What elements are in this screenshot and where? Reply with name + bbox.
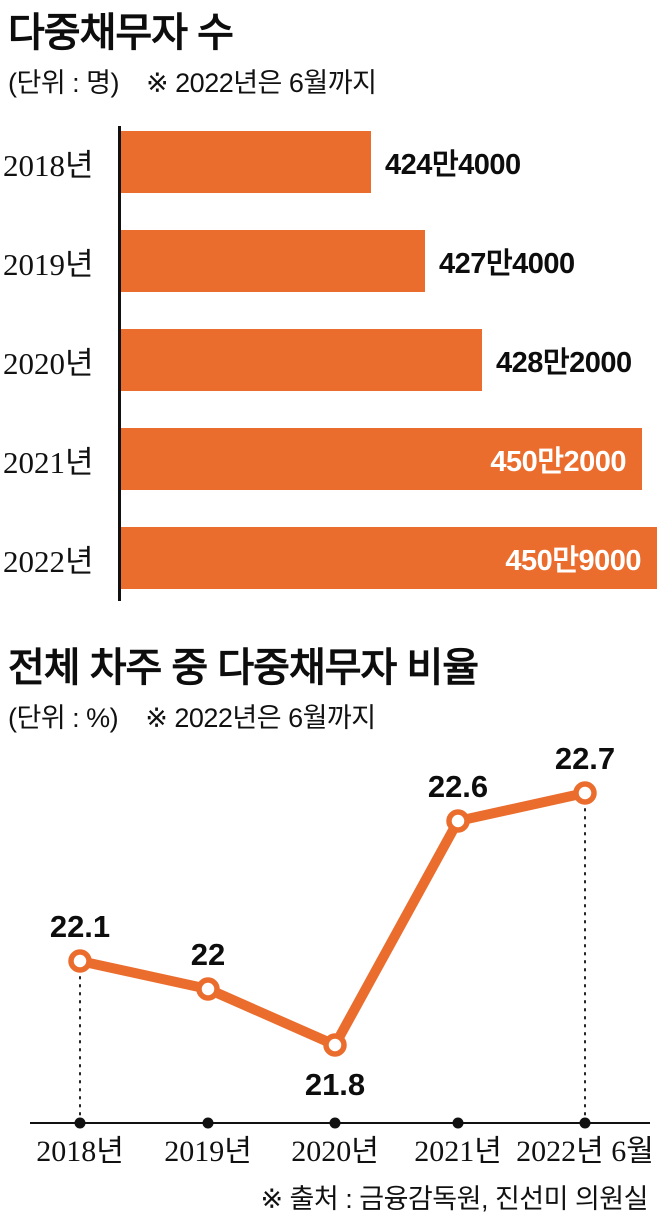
bar-chart-unit-label: (단위 : 명) xyxy=(8,68,120,98)
bar-chart: 2018년 424만4000 2019년 427만4000 2020년 428만2000 2… xyxy=(0,126,660,601)
bar: 450만2000 xyxy=(121,428,642,490)
bar-category-label: 2018년 xyxy=(3,147,94,183)
bar-value-label: 424만4000 xyxy=(385,149,521,181)
infographic-page: 다중채무자 수 (단위 : 명) ※ 2022년은 6월까지 2018년 424만… xyxy=(0,10,660,1227)
bar xyxy=(121,131,371,193)
data-point-marker xyxy=(573,781,597,805)
bar xyxy=(121,230,425,292)
point-value-label: 22 xyxy=(191,937,225,972)
bar-value-label: 428만2000 xyxy=(496,347,632,379)
x-axis-label: 2018년 xyxy=(36,1135,124,1168)
axis-tick-dot xyxy=(329,1117,341,1129)
line-chart-unit-label: (단위 : %) xyxy=(8,703,119,733)
line-chart-subtitle: (단위 : %) ※ 2022년은 6월까지 xyxy=(8,696,660,735)
source-note: ※ 출처 : 금융감독원, 진선미 의원실 xyxy=(260,1184,648,1214)
x-axis-label: 2021년 xyxy=(414,1135,502,1168)
bar-value-label: 427만4000 xyxy=(439,248,575,280)
bar-category-label: 2022년 xyxy=(3,543,94,579)
line-chart-section: 전체 차주 중 다중채무자 비율 (단위 : %) ※ 2022년은 6월까지 … xyxy=(0,645,660,1173)
data-point-marker xyxy=(68,949,92,973)
x-axis-label: 2020년 xyxy=(291,1135,379,1168)
point-value-label: 22.6 xyxy=(428,769,488,804)
x-axis-label: 2019년 xyxy=(164,1135,252,1168)
bar-row: 2020년 428만2000 xyxy=(3,329,660,391)
axis-tick-dot xyxy=(74,1117,86,1129)
data-point-marker xyxy=(323,1033,347,1057)
point-value-label: 22.7 xyxy=(555,743,615,776)
line-chart-title: 전체 차주 중 다중채무자 비율 xyxy=(8,646,479,690)
bar-row: 2018년 424만4000 xyxy=(3,131,660,193)
data-point-marker xyxy=(196,977,220,1001)
bar-chart-section: 다중채무자 수 (단위 : 명) ※ 2022년은 6월까지 2018년 424만… xyxy=(0,10,660,601)
bar-row: 2022년 450만9000 xyxy=(3,527,660,589)
bar-chart-subtitle: (단위 : 명) ※ 2022년은 6월까지 xyxy=(8,61,660,100)
bar-chart-note: ※ 2022년은 6월까지 xyxy=(146,68,377,98)
bar: 450만9000 xyxy=(121,527,657,589)
axis-tick-dot xyxy=(579,1117,591,1129)
bar-category-label: 2020년 xyxy=(3,345,94,381)
point-value-label: 22.1 xyxy=(50,909,110,944)
bar-chart-title: 다중채무자 수 xyxy=(8,11,234,55)
axis-tick-dot xyxy=(452,1117,464,1129)
bar xyxy=(121,329,482,391)
x-axis-label: 2022년 6월 xyxy=(516,1135,654,1168)
bar-row: 2019년 427만4000 xyxy=(3,230,660,292)
bar-category-label: 2019년 xyxy=(3,246,94,282)
data-point-marker xyxy=(446,809,470,833)
line-chart-svg: 22.1 22 21.8 22.6 22.7 2018년 2019년 2020년 2021년 20… xyxy=(30,743,654,1168)
point-value-label: 21.8 xyxy=(305,1067,365,1102)
bar-chart-rows: 2018년 424만4000 2019년 427만4000 2020년 428만2000 2… xyxy=(3,126,660,601)
bar-value-label: 450만9000 xyxy=(505,545,641,577)
axis-tick-dot xyxy=(202,1117,214,1129)
bar-row: 2021년 450만2000 xyxy=(3,428,660,490)
trend-line xyxy=(75,788,590,1050)
line-chart-note: ※ 2022년은 6월까지 xyxy=(145,703,376,733)
bar-category-label: 2021년 xyxy=(3,444,94,480)
bar-value-label: 450만2000 xyxy=(490,446,626,478)
